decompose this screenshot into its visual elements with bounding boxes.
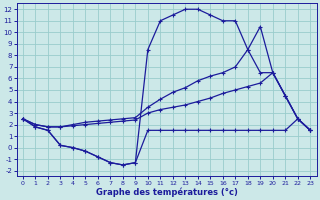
X-axis label: Graphe des températures (°c): Graphe des températures (°c) (96, 187, 237, 197)
